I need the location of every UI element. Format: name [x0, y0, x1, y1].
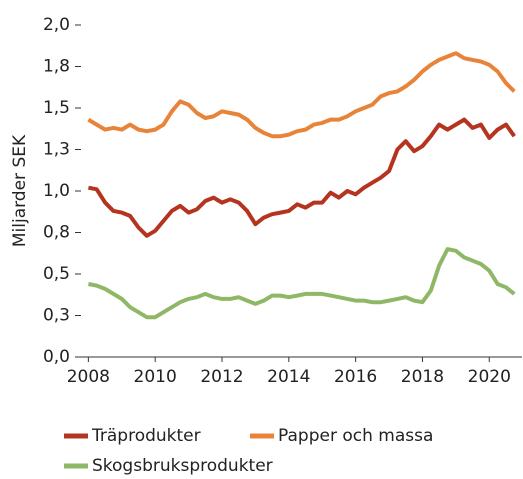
y-axis-label: Miljarder SEK — [10, 134, 30, 247]
x-tick-label: 2018 — [401, 367, 444, 387]
y-tick-label: 2,0 — [43, 15, 70, 35]
y-tick-label: 0,0 — [43, 347, 70, 367]
legend-label: Skogsbruksprodukter — [92, 456, 273, 476]
y-tick-label: 1,5 — [43, 98, 70, 118]
legend-label: Träprodukter — [91, 426, 201, 446]
y-tick-label: 0,5 — [43, 264, 70, 284]
x-tick-label: 2012 — [200, 367, 243, 387]
x-tick-label: 2010 — [134, 367, 177, 387]
y-tick-label: 1,0 — [43, 181, 70, 201]
x-tick-label: 2016 — [334, 367, 377, 387]
series-line — [87, 51, 516, 139]
y-tick-label: 0,8 — [43, 223, 70, 243]
series-line — [88, 117, 516, 238]
legend-label: Papper och massa — [278, 426, 433, 446]
x-tick-label: 2008 — [67, 367, 110, 387]
y-tick-label: 1,8 — [43, 57, 70, 77]
x-tick-label: 2014 — [267, 367, 310, 387]
y-tick-label: 0,3 — [43, 306, 70, 326]
y-tick-label: 1,3 — [43, 140, 70, 160]
series-line — [88, 247, 516, 320]
x-tick-label: 2020 — [468, 367, 511, 387]
